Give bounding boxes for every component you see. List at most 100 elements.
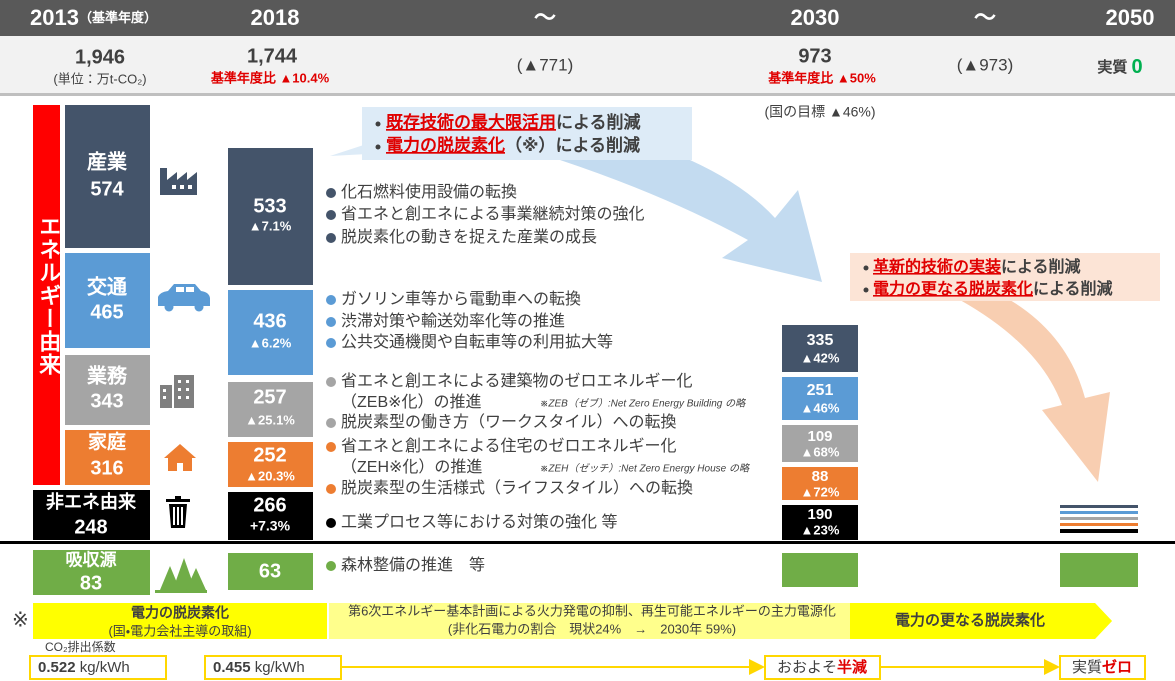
value: 436 (253, 310, 286, 332)
sector-value: 343 (90, 390, 123, 412)
emphasis: 既存技術の最大限活用 (386, 112, 556, 132)
block (33, 490, 150, 540)
value: 88 (812, 468, 829, 485)
unit: kg/kWh (76, 659, 130, 676)
year-note: （基準年度） (79, 10, 157, 25)
phase2-title: 電力の更なる脱炭素化 (895, 611, 1045, 629)
block (1060, 553, 1138, 587)
change: ▲6.2% (249, 335, 292, 350)
shape (375, 121, 381, 127)
callout-line: 既存技術の最大限活用による削減 (386, 112, 641, 132)
energy-label: エネルギー由来 (36, 215, 62, 376)
total: 1,946 (75, 46, 125, 68)
year: 2018 (251, 5, 300, 30)
total: 1,744 (247, 45, 298, 67)
callout-box (362, 107, 692, 160)
block (782, 377, 858, 420)
shape (176, 287, 184, 292)
shape (175, 496, 181, 499)
net-zero: 実質 0 (1097, 56, 1142, 78)
total: 973 (798, 45, 831, 67)
shape (178, 380, 181, 383)
change: ▲72% (801, 484, 840, 499)
footnote-mark: ※ (12, 609, 29, 631)
change: ▲42% (801, 350, 840, 365)
block (782, 325, 858, 372)
shape (326, 233, 336, 243)
shape (164, 302, 174, 312)
shape (194, 302, 204, 312)
change: ▲20.3% (245, 468, 295, 483)
shape (186, 388, 189, 391)
shape (326, 338, 336, 348)
shape (186, 380, 189, 383)
value: 252 (253, 444, 286, 466)
reduction: (▲771) (517, 55, 574, 74)
factor-label: CO₂排出係数 (45, 639, 116, 654)
value: 63 (259, 560, 281, 582)
thin-block (1060, 517, 1138, 520)
half: おおよそ半減 (777, 658, 867, 676)
rest: による削減 (1001, 257, 1081, 276)
ratio: 基準年度比 ▲50% (767, 70, 876, 85)
block (228, 442, 313, 487)
value: 251 (807, 382, 834, 399)
change: ▲25.1% (245, 412, 295, 427)
value: 109 (807, 428, 832, 445)
phase1-box (33, 603, 327, 639)
measure: 省エネと創エネによる住宅のゼロエネルギー化 (341, 437, 677, 455)
block (65, 430, 150, 485)
thin-block (1060, 523, 1138, 526)
group (326, 442, 336, 494)
measure: 脱炭素型の生活様式（ライフスタイル）への転換 (341, 479, 693, 497)
car-icon (158, 284, 210, 312)
shape (326, 484, 336, 494)
emphasis: 電力の脱炭素化 (386, 135, 505, 155)
text: おおよそ (777, 659, 837, 676)
shape (188, 185, 192, 189)
shape (186, 396, 189, 399)
num: 0.455 (213, 659, 251, 676)
measure: （ZEB※化）の推進 (341, 393, 482, 411)
shape (177, 507, 179, 525)
year: 2030 (791, 5, 840, 30)
block (228, 290, 313, 375)
block (65, 105, 150, 248)
group (326, 295, 336, 348)
measure: 化石燃料使用設備の転換 (341, 183, 517, 201)
orange-arrow (960, 300, 1110, 482)
label: 実質 (1097, 58, 1127, 76)
house-icon (164, 444, 196, 471)
emphasis: 電力の更なる脱炭素化 (873, 279, 1033, 298)
unit: kg/kWh (251, 659, 305, 676)
factory-icon (160, 168, 197, 195)
value: 533 (253, 195, 286, 217)
shape (326, 210, 336, 220)
value: 257 (253, 386, 286, 408)
trees-icon (155, 558, 207, 593)
shape (181, 507, 183, 525)
block (782, 425, 858, 462)
change: ▲68% (801, 444, 840, 459)
rest: （※）による削減 (505, 135, 640, 155)
reduction: (▲973) (957, 55, 1014, 74)
shape (178, 396, 181, 399)
rest: による削減 (556, 112, 641, 132)
shape (174, 375, 194, 408)
factor: 0.455 kg/kWh (213, 659, 305, 676)
shape (186, 287, 194, 292)
shape (163, 396, 166, 399)
sector-name: 交通 (87, 274, 128, 298)
measure: 森林整備の推進 等 (341, 556, 485, 574)
note: ※ZEB（ゼブ）:Net Zero Energy Building の略 (540, 398, 746, 410)
plan-text: 第6次エネルギー基本計画による火力発電の抑制、再生可能エネルギーの主力電源化 (348, 603, 836, 618)
shape (158, 284, 210, 306)
change: +7.3% (250, 518, 291, 534)
year: ～ (534, 5, 556, 30)
value: 0 (1132, 56, 1143, 78)
shape (166, 499, 190, 502)
callout-box (850, 253, 1160, 301)
sector-name: 家庭 (88, 430, 127, 453)
